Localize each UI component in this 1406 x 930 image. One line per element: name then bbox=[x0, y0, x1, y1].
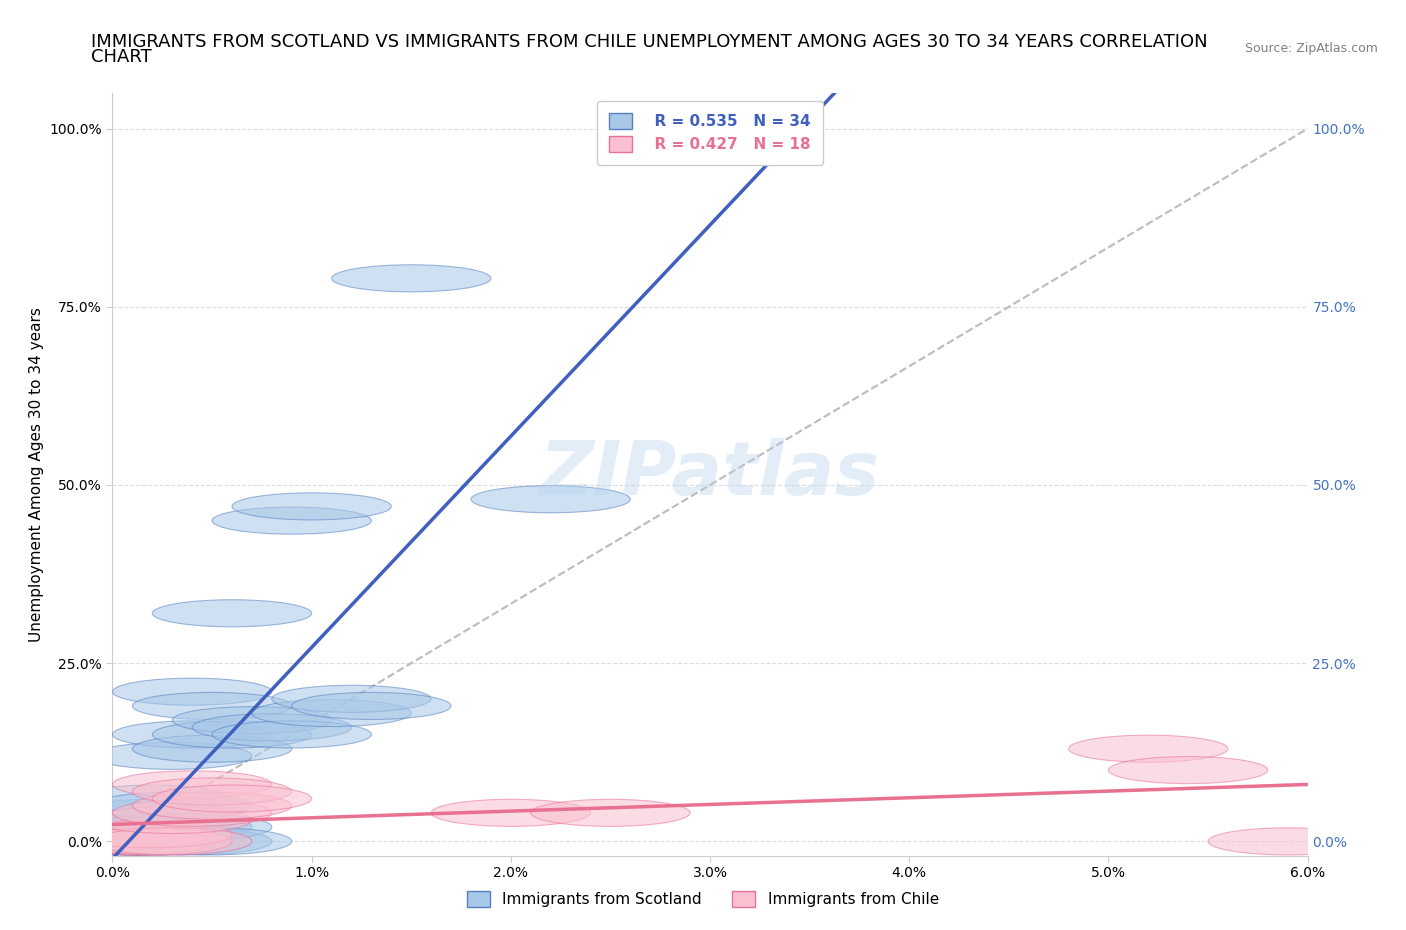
Ellipse shape bbox=[152, 721, 312, 748]
Ellipse shape bbox=[132, 735, 292, 763]
Ellipse shape bbox=[53, 828, 212, 855]
Ellipse shape bbox=[112, 814, 271, 841]
Ellipse shape bbox=[152, 600, 312, 627]
Ellipse shape bbox=[193, 713, 352, 741]
Ellipse shape bbox=[53, 828, 212, 855]
Text: ZIPatlas: ZIPatlas bbox=[540, 438, 880, 511]
Ellipse shape bbox=[73, 828, 232, 855]
Ellipse shape bbox=[471, 485, 630, 512]
Ellipse shape bbox=[271, 685, 432, 712]
Ellipse shape bbox=[531, 799, 690, 827]
Ellipse shape bbox=[53, 820, 212, 848]
Ellipse shape bbox=[112, 771, 271, 798]
Ellipse shape bbox=[93, 828, 252, 855]
Ellipse shape bbox=[93, 742, 252, 769]
Ellipse shape bbox=[73, 814, 232, 841]
Ellipse shape bbox=[73, 799, 232, 827]
Ellipse shape bbox=[73, 785, 232, 812]
Ellipse shape bbox=[73, 820, 232, 848]
Ellipse shape bbox=[73, 820, 232, 848]
Ellipse shape bbox=[112, 721, 271, 748]
Ellipse shape bbox=[53, 814, 212, 841]
Ellipse shape bbox=[1069, 735, 1227, 763]
Text: IMMIGRANTS FROM SCOTLAND VS IMMIGRANTS FROM CHILE UNEMPLOYMENT AMONG AGES 30 TO : IMMIGRANTS FROM SCOTLAND VS IMMIGRANTS F… bbox=[91, 33, 1208, 50]
Ellipse shape bbox=[252, 699, 412, 726]
Ellipse shape bbox=[93, 792, 252, 819]
Text: Source: ZipAtlas.com: Source: ZipAtlas.com bbox=[1244, 42, 1378, 55]
Ellipse shape bbox=[432, 799, 591, 827]
Ellipse shape bbox=[112, 678, 271, 705]
Ellipse shape bbox=[173, 707, 332, 734]
Ellipse shape bbox=[93, 806, 252, 833]
Ellipse shape bbox=[53, 828, 212, 855]
Ellipse shape bbox=[332, 265, 491, 292]
Ellipse shape bbox=[292, 693, 451, 720]
Legend:   R = 0.535   N = 34,   R = 0.427   N = 18: R = 0.535 N = 34, R = 0.427 N = 18 bbox=[598, 100, 823, 165]
Text: CHART: CHART bbox=[91, 48, 152, 66]
Ellipse shape bbox=[112, 799, 271, 827]
Ellipse shape bbox=[232, 493, 391, 520]
Ellipse shape bbox=[1108, 756, 1268, 784]
Ellipse shape bbox=[73, 828, 232, 855]
Legend: Immigrants from Scotland, Immigrants from Chile: Immigrants from Scotland, Immigrants fro… bbox=[461, 884, 945, 913]
Ellipse shape bbox=[53, 828, 212, 855]
Ellipse shape bbox=[112, 828, 271, 855]
Ellipse shape bbox=[132, 792, 292, 819]
Ellipse shape bbox=[212, 507, 371, 534]
Ellipse shape bbox=[53, 828, 212, 855]
Ellipse shape bbox=[152, 785, 312, 812]
Y-axis label: Unemployment Among Ages 30 to 34 years: Unemployment Among Ages 30 to 34 years bbox=[30, 307, 44, 642]
Ellipse shape bbox=[132, 777, 292, 805]
Ellipse shape bbox=[93, 814, 252, 841]
Ellipse shape bbox=[1208, 828, 1368, 855]
Ellipse shape bbox=[73, 828, 232, 855]
Ellipse shape bbox=[132, 828, 292, 855]
Ellipse shape bbox=[132, 693, 292, 720]
Ellipse shape bbox=[93, 828, 252, 855]
Ellipse shape bbox=[73, 828, 232, 855]
Ellipse shape bbox=[53, 828, 212, 855]
Ellipse shape bbox=[212, 721, 371, 748]
